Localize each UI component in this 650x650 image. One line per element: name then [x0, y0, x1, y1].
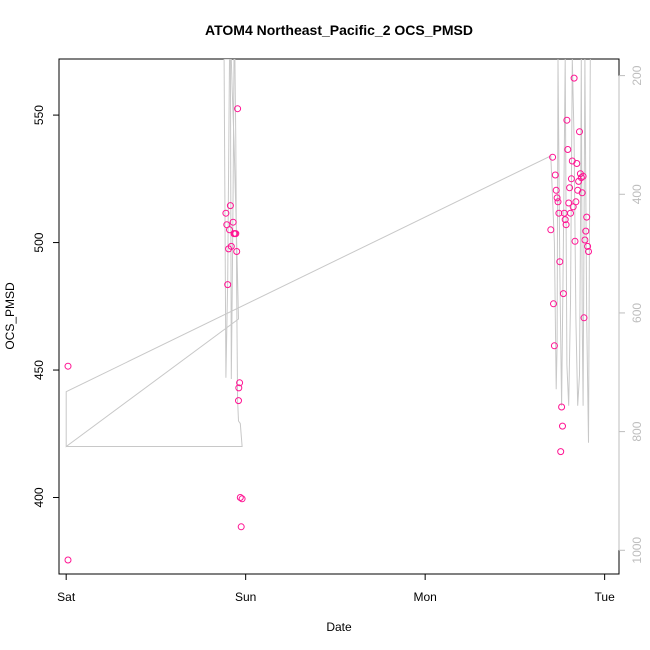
data-point — [579, 172, 587, 180]
data-point — [559, 290, 567, 298]
data-point — [550, 342, 558, 350]
data-point — [567, 209, 574, 217]
data-point — [561, 216, 569, 224]
data-point — [235, 384, 243, 392]
data-point — [562, 221, 570, 229]
data-point — [549, 153, 557, 161]
points-series-layer — [64, 74, 592, 564]
data-point — [226, 202, 234, 210]
line-series-layer — [65, 59, 591, 448]
y-axis: 400 450 500 550 — [32, 105, 60, 508]
data-point — [64, 362, 72, 370]
x-axis: Sat Sun Mon Tue — [57, 573, 616, 604]
y-tick-label: 550 — [32, 105, 46, 125]
data-point — [571, 237, 579, 245]
data-point — [582, 227, 590, 235]
y2-tick-label: 600 — [630, 303, 644, 323]
y-tick-label: 450 — [32, 360, 46, 380]
data-point — [232, 230, 240, 238]
data-point — [226, 226, 233, 234]
data-point — [576, 128, 583, 136]
data-point — [577, 174, 585, 182]
data-point — [552, 186, 560, 194]
data-point — [551, 171, 559, 179]
data-point — [564, 146, 572, 153]
y-tick-label: 400 — [32, 487, 46, 507]
data-point — [555, 209, 563, 217]
data-point — [557, 448, 565, 456]
secondary-y-axis: 200 400 600 800 1000 — [618, 65, 644, 564]
data-point — [553, 194, 561, 202]
data-point — [572, 198, 580, 206]
data-point — [565, 199, 573, 207]
chart-title: ATOM4 Northeast_Pacific_2 OCS_PMSD — [205, 22, 473, 38]
data-point — [550, 300, 557, 308]
data-point — [559, 422, 566, 430]
data-point — [583, 213, 591, 221]
data-point — [556, 258, 564, 266]
data-point — [227, 242, 235, 250]
data-point — [233, 248, 241, 255]
data-point — [581, 236, 589, 244]
y2-tick-label: 1000 — [630, 537, 644, 564]
data-point — [64, 556, 72, 564]
series-line — [65, 59, 591, 448]
data-point — [554, 198, 562, 206]
y-axis-label: OCS_PMSD — [3, 282, 17, 350]
y2-tick-label: 400 — [630, 184, 644, 204]
data-point — [573, 160, 581, 167]
data-point — [237, 523, 245, 531]
data-point — [578, 189, 586, 197]
x-tick-label: Sun — [235, 590, 256, 604]
data-point — [585, 248, 592, 255]
data-point — [558, 403, 566, 411]
y-tick-label: 500 — [32, 232, 46, 252]
data-point — [235, 397, 242, 405]
x-tick-label: Mon — [413, 590, 436, 604]
data-point — [236, 494, 244, 501]
data-point — [580, 314, 588, 322]
data-point — [567, 175, 575, 183]
data-point — [563, 116, 571, 124]
data-point — [222, 209, 230, 217]
data-point — [547, 226, 555, 234]
x-axis-label: Date — [326, 620, 352, 634]
y2-tick-label: 200 — [630, 65, 644, 85]
data-point — [566, 184, 574, 192]
x-tick-label: Tue — [595, 590, 616, 604]
data-point — [229, 218, 237, 226]
data-point — [234, 105, 242, 113]
data-point — [584, 242, 592, 250]
data-point — [570, 74, 578, 82]
data-point — [224, 281, 232, 289]
x-tick-label: Sat — [57, 590, 76, 604]
data-point — [238, 495, 246, 503]
y2-tick-label: 800 — [630, 421, 644, 441]
data-point — [236, 379, 244, 387]
plot-frame — [58, 58, 620, 575]
